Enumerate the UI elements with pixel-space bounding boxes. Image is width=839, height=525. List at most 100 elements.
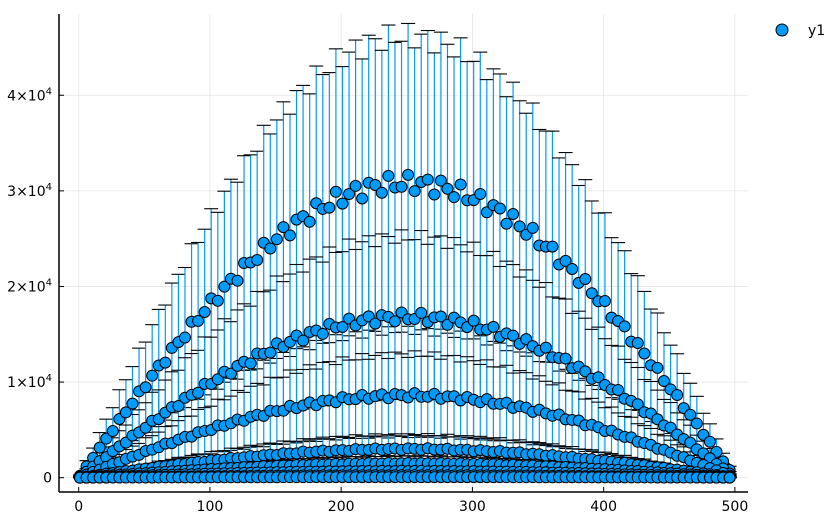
y-tick-label: 4×104	[7, 86, 52, 104]
data-point	[139, 381, 152, 394]
data-point	[526, 221, 539, 234]
legend-marker	[775, 23, 789, 37]
data-point	[343, 187, 356, 200]
data-point	[395, 180, 408, 193]
data-point	[93, 441, 106, 454]
data-point	[631, 398, 644, 411]
data-point	[270, 233, 283, 246]
data-point	[598, 295, 611, 308]
data-point	[579, 272, 592, 285]
data-point	[539, 341, 552, 354]
y-tick-base: 2×10	[7, 279, 45, 295]
data-point	[454, 178, 467, 191]
data-point	[356, 192, 369, 205]
x-tick-label: 500	[722, 499, 749, 515]
y-tick-label: 0	[43, 471, 52, 487]
data-point	[546, 240, 559, 253]
data-point	[244, 357, 257, 370]
data-point	[408, 185, 421, 198]
data-point	[192, 386, 205, 399]
x-tick-label: 0	[74, 499, 83, 515]
data-point	[579, 365, 592, 378]
data-point	[467, 314, 480, 327]
data-point	[224, 367, 237, 380]
data-point	[264, 242, 277, 255]
legend: y1	[775, 23, 825, 39]
x-tick-label: 400	[590, 499, 617, 515]
data-point	[336, 320, 349, 333]
y-tick-label: 1×104	[7, 373, 52, 391]
data-point	[415, 306, 428, 319]
data-point	[651, 361, 664, 374]
legend-label: y1	[808, 23, 825, 39]
data-point	[231, 274, 244, 287]
data-point	[211, 373, 224, 386]
data-point	[487, 320, 500, 333]
data-point	[474, 187, 487, 200]
y-tick-base: 1×10	[7, 375, 45, 391]
data-point	[618, 320, 631, 333]
data-point	[323, 201, 336, 214]
data-point	[382, 169, 395, 182]
axes	[58, 14, 748, 493]
data-point	[264, 346, 277, 359]
data-point	[198, 306, 211, 319]
data-point	[172, 400, 185, 413]
data-point	[434, 174, 447, 187]
y-tick-exponent: 4	[46, 86, 52, 97]
x-tick-label: 100	[197, 499, 224, 515]
data-point	[513, 220, 526, 233]
data-point	[303, 215, 316, 228]
data-point	[369, 317, 382, 330]
y-tick-base: 4×10	[7, 88, 45, 104]
y-tick-exponent: 4	[46, 277, 52, 288]
data-point	[638, 347, 651, 360]
x-tick-label: 200	[328, 499, 355, 515]
data-point	[100, 432, 113, 445]
data-point	[388, 315, 401, 328]
y-tick-label: 2×104	[7, 277, 52, 295]
data-point	[349, 179, 362, 192]
data-point	[106, 425, 119, 438]
x-tick-labels: 0 100 200 300 400 500	[74, 499, 748, 515]
y-tick-exponent: 4	[46, 182, 52, 193]
data-point	[126, 397, 139, 410]
data-point	[684, 408, 697, 421]
data-point	[297, 334, 310, 347]
data-point	[592, 371, 605, 384]
data-point	[566, 263, 579, 276]
data-point	[703, 435, 716, 448]
data-point	[336, 197, 349, 210]
data-point	[585, 287, 598, 300]
data-point	[369, 179, 382, 192]
data-point	[507, 329, 520, 342]
data-point	[283, 229, 296, 242]
data-points	[73, 168, 736, 484]
data-point	[402, 168, 415, 181]
data-point	[329, 185, 342, 198]
data-point	[428, 188, 441, 201]
data-point	[421, 173, 434, 186]
y-tick-base: 0	[43, 471, 52, 487]
data-point	[500, 217, 513, 230]
data-point	[178, 331, 191, 344]
data-point	[211, 294, 224, 307]
y-tick-exponent: 4	[46, 373, 52, 384]
data-point	[493, 202, 506, 215]
data-point	[690, 417, 703, 430]
data-point	[559, 352, 572, 365]
data-point	[119, 406, 132, 419]
data-point	[277, 221, 290, 234]
data-point	[631, 337, 644, 350]
data-point	[159, 356, 172, 369]
data-point	[507, 208, 520, 221]
data-point	[559, 254, 572, 267]
data-point	[192, 314, 205, 327]
data-point	[218, 280, 231, 293]
x-tick-label: 300	[459, 499, 486, 515]
data-point	[251, 254, 264, 267]
data-point	[658, 375, 671, 388]
data-point	[434, 310, 447, 323]
